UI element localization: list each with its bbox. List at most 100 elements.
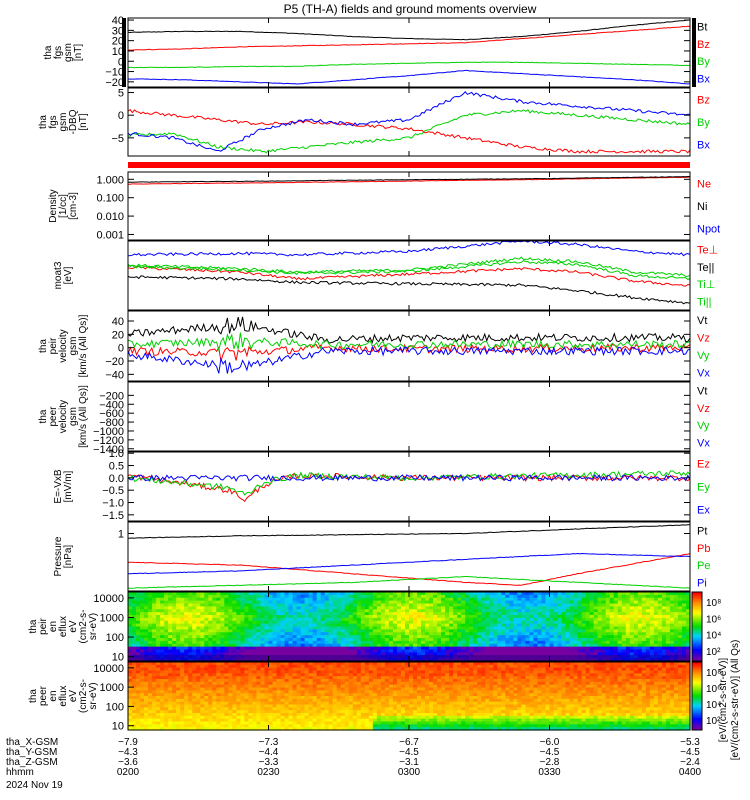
spectrogram-cell <box>284 676 290 680</box>
spectrogram-cell <box>653 626 659 630</box>
spectrogram-cell <box>553 603 559 607</box>
spectrogram-cell <box>344 617 350 622</box>
spectrogram-cell <box>196 632 201 636</box>
spectrogram-cell <box>336 615 342 619</box>
spectrogram-cell <box>477 603 482 607</box>
spectrogram-cell <box>388 652 394 656</box>
spectrogram-cell <box>320 649 326 653</box>
spectrogram-cell <box>252 600 258 605</box>
spectrogram-cell <box>493 615 498 619</box>
spectrogram-cell <box>449 643 454 648</box>
spectrogram-cell <box>156 617 161 622</box>
spectrogram-cell <box>248 724 254 728</box>
spectrogram-cell <box>320 658 326 662</box>
spectrogram-cell <box>284 696 290 700</box>
spectrogram-cell <box>344 609 350 613</box>
spectrogram-cell <box>132 649 137 653</box>
spectrogram-cell <box>204 693 209 697</box>
spectrogram-cell <box>296 662 302 666</box>
spectrogram-cell <box>505 603 510 607</box>
spectrogram-cell <box>240 713 246 717</box>
spectrogram-cell <box>549 592 555 596</box>
spectrogram-cell <box>549 640 555 645</box>
spectrogram-cell <box>212 727 217 731</box>
spectrogram-cell <box>188 649 193 653</box>
spectrogram-cell <box>184 727 189 731</box>
spectrogram-cell <box>376 632 382 636</box>
spectrogram-cell <box>144 626 149 630</box>
spectrogram-cell <box>589 640 595 645</box>
spectrogram-cell <box>553 640 559 645</box>
spectrogram-cell <box>449 592 454 596</box>
spectrogram-cell <box>473 655 478 659</box>
spectrogram-cell <box>437 635 442 639</box>
spectrogram-cell <box>200 655 205 659</box>
spectrogram-cell <box>384 629 390 633</box>
spectrogram-cell <box>236 612 241 616</box>
spectrogram-cell <box>312 649 318 653</box>
spectrogram-cell <box>465 649 470 653</box>
spectrogram-cell <box>589 638 595 642</box>
y-tick-label: −400 <box>99 399 124 411</box>
spectrogram-cell <box>164 632 169 636</box>
spectrogram-cell <box>617 609 623 613</box>
spectrogram-cell <box>553 600 559 605</box>
spectrogram-cell <box>232 620 237 625</box>
spectrogram-cell <box>561 652 567 656</box>
spectrogram-cell <box>136 713 141 717</box>
spectrogram-cell <box>557 612 563 616</box>
spectrogram-cell <box>525 629 531 633</box>
spectrogram-cell <box>433 620 438 625</box>
spectrogram-cell <box>501 646 506 651</box>
spectrogram-cell <box>216 715 221 720</box>
spectrogram-cell <box>352 690 358 694</box>
spectrogram-cell <box>348 615 354 619</box>
spectrogram-cell <box>160 649 165 653</box>
spectrogram-cell <box>144 643 149 648</box>
spectrogram-cell <box>168 646 173 651</box>
spectrogram-cell <box>332 632 338 636</box>
spectrogram-cell <box>677 597 683 602</box>
spectrogram-cell <box>316 658 322 662</box>
spectrogram-cell <box>136 638 141 642</box>
spectrogram-cell <box>132 704 137 708</box>
spectrogram-cell <box>340 681 346 686</box>
spectrogram-cell <box>320 632 326 636</box>
spectrogram-cell <box>392 649 398 653</box>
spectrogram-cell <box>348 707 354 711</box>
spectrogram-cell <box>200 727 205 731</box>
spectrogram-cell <box>336 721 342 725</box>
spectrogram-cell <box>132 620 137 625</box>
spectrogram-cell <box>320 592 326 596</box>
spectrogram-cell <box>396 638 402 642</box>
spectrogram-cell <box>633 626 639 630</box>
spectrogram-cell <box>252 710 258 714</box>
spectrogram-cell <box>356 646 362 651</box>
spectrogram-cell <box>477 620 482 625</box>
spectrogram-cell <box>156 623 161 628</box>
spectrogram-cell <box>200 690 205 694</box>
spectrogram-cell <box>429 638 434 642</box>
spectrogram-cell <box>152 667 157 672</box>
spectrogram-cell <box>429 626 434 630</box>
spectrogram-cell <box>328 612 334 616</box>
spectrogram-cell <box>529 609 535 613</box>
spectrogram-cell <box>184 687 189 691</box>
spectrogram-cell <box>641 603 647 607</box>
spectrogram-cell <box>148 629 153 633</box>
spectrogram-cell <box>521 623 527 628</box>
spectrogram-cell <box>421 646 426 651</box>
spectrogram-cell <box>316 643 322 648</box>
spectrogram-cell <box>505 623 510 628</box>
spectrogram-cell <box>148 704 153 708</box>
spectrogram-cell <box>148 676 153 680</box>
spectrogram-cell <box>573 597 579 602</box>
spectrogram-cell <box>501 632 506 636</box>
spectrogram-cell <box>537 655 543 659</box>
y-axis-label: fgs <box>48 115 59 128</box>
spectrogram-cell <box>152 713 157 717</box>
spectrogram-cell <box>577 632 583 636</box>
spectrogram-cell <box>400 640 406 645</box>
spectrogram-cell <box>208 655 213 659</box>
spectrogram-cell <box>128 664 133 669</box>
